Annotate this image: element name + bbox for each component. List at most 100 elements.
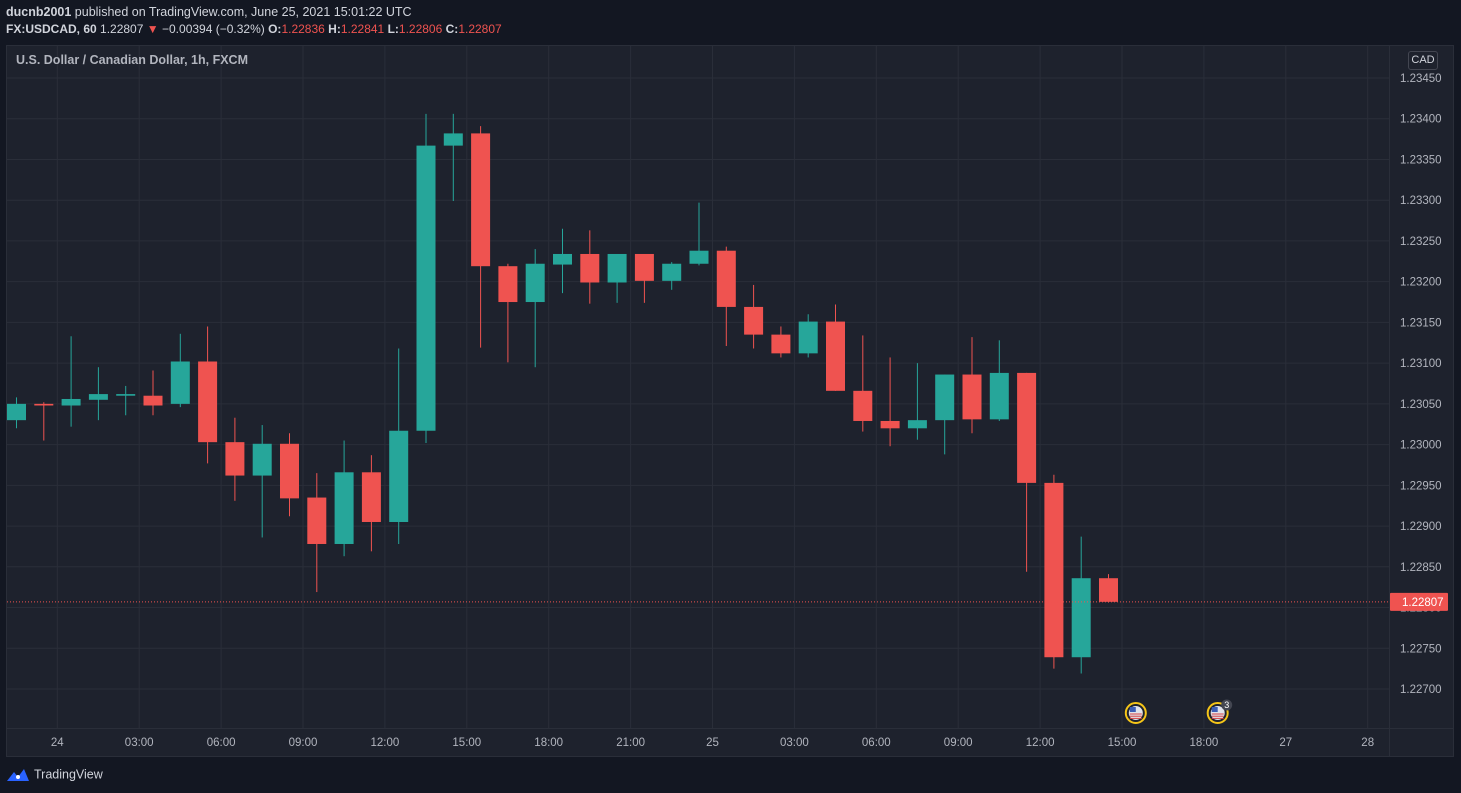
price-tick-label: 1.23350	[1400, 154, 1442, 166]
price-tick-label: 1.23400	[1400, 114, 1442, 126]
price-tick-label: 1.23450	[1400, 73, 1442, 85]
candle-body	[1017, 372, 1037, 483]
tradingview-logo[interactable]: TradingView	[6, 767, 103, 782]
chart-grid	[7, 46, 1389, 728]
candle-bullish	[689, 202, 709, 266]
candle-bullish	[170, 333, 190, 408]
candle-body	[1099, 578, 1118, 602]
candle-bearish	[826, 304, 845, 391]
time-tick-label: 24	[51, 737, 64, 749]
candle-bearish	[716, 246, 736, 347]
candle-bearish	[471, 126, 491, 348]
time-tick-label: 21:00	[616, 737, 645, 749]
candle-bearish	[143, 370, 163, 416]
candle-body	[334, 472, 354, 544]
time-tick-label: 18:00	[1190, 737, 1219, 749]
candle-body	[525, 263, 545, 303]
candle-bearish	[198, 326, 218, 464]
price-tick-label: 1.23050	[1400, 399, 1442, 411]
candle-bullish	[907, 363, 927, 440]
candle-bearish	[634, 253, 654, 303]
candle-bearish	[34, 402, 54, 441]
candle-bullish	[935, 374, 955, 455]
event-count-label: 3	[1224, 700, 1229, 710]
time-tick-label: 09:00	[289, 737, 318, 749]
candle-bearish	[1044, 474, 1064, 669]
candle-body	[826, 321, 845, 391]
price-tick-label: 1.22700	[1400, 684, 1442, 696]
brand-text: TradingView	[34, 767, 103, 782]
candle-bearish	[580, 230, 600, 304]
candle-bearish	[361, 455, 381, 552]
price-tick-label: 1.23100	[1400, 358, 1442, 370]
publish-info: ducnb2001 published on TradingView.com, …	[6, 5, 412, 19]
candle-bearish	[1017, 372, 1037, 572]
candle-bullish	[252, 425, 272, 538]
symbol-label: FX:USDCAD, 60	[6, 22, 97, 36]
time-tick-label: 15:00	[1108, 737, 1137, 749]
candle-bearish	[771, 326, 791, 358]
candle-body	[662, 263, 682, 281]
close-label: C:	[445, 22, 459, 36]
candle-body	[116, 394, 136, 396]
candle-body	[989, 372, 1009, 420]
candle-body	[7, 403, 26, 421]
time-tick-label: 03:00	[125, 737, 154, 749]
candle-body	[853, 390, 873, 421]
close-value: 1.22807	[458, 22, 502, 36]
price-tick-label: 1.23250	[1400, 236, 1442, 248]
candle-bearish	[853, 335, 873, 432]
symbol-legend[interactable]: U.S. Dollar / Canadian Dollar, 1h, FXCM	[16, 53, 248, 67]
candle-body	[798, 321, 818, 354]
candle-bearish	[280, 433, 299, 517]
time-tick-label: 09:00	[944, 737, 973, 749]
time-tick-label: 12:00	[371, 737, 400, 749]
time-tick-label: 27	[1279, 737, 1292, 749]
chart-header: ducnb2001 published on TradingView.com, …	[0, 0, 1461, 44]
candle-bearish	[225, 417, 245, 501]
candle-body	[553, 253, 572, 265]
candle-body	[170, 361, 190, 404]
candle-body	[880, 420, 900, 429]
candle-bearish	[1099, 574, 1118, 603]
candle-body	[88, 394, 108, 400]
candle-bullish	[61, 336, 81, 427]
candle-body	[771, 334, 791, 354]
low-label: L:	[387, 22, 399, 36]
us-flag-event-icon	[1124, 702, 1147, 724]
candle-bullish	[989, 340, 1009, 421]
time-tick-label: 28	[1361, 737, 1374, 749]
candle-bullish	[7, 397, 26, 429]
last-price-tag	[1390, 592, 1448, 611]
candle-bearish	[498, 263, 518, 363]
high-label: H:	[328, 22, 341, 36]
time-tick-label: 06:00	[862, 737, 891, 749]
candle-bullish	[553, 228, 572, 294]
author-name[interactable]: ducnb2001	[6, 5, 72, 19]
candle-bullish	[416, 113, 436, 443]
time-tick-label: 18:00	[534, 737, 563, 749]
candle-bullish	[334, 440, 354, 557]
candle-body	[962, 374, 982, 420]
time-tick-label: 15:00	[452, 737, 481, 749]
candle-bullish	[443, 113, 463, 202]
footer	[0, 758, 1461, 793]
down-arrow-icon: ▼	[146, 22, 159, 36]
candle-bearish	[880, 357, 900, 447]
candle-body	[443, 133, 463, 146]
price-tick-label: 1.22900	[1400, 521, 1442, 533]
candle-bearish	[962, 337, 982, 434]
time-tick-label: 06:00	[207, 737, 236, 749]
candle-body	[744, 306, 764, 335]
currency-badge[interactable]: CAD	[1408, 51, 1438, 70]
candle-body	[361, 472, 381, 522]
candle-bullish	[116, 385, 136, 416]
high-value: 1.22841	[340, 22, 385, 36]
chart-pane[interactable]	[6, 45, 1454, 757]
last-price: 1.22807	[100, 22, 144, 36]
candle-bullish	[798, 314, 818, 358]
candle-bullish	[389, 348, 409, 544]
chart-overlay: 1.22807 3	[7, 592, 1448, 724]
candle-bullish	[607, 253, 627, 303]
